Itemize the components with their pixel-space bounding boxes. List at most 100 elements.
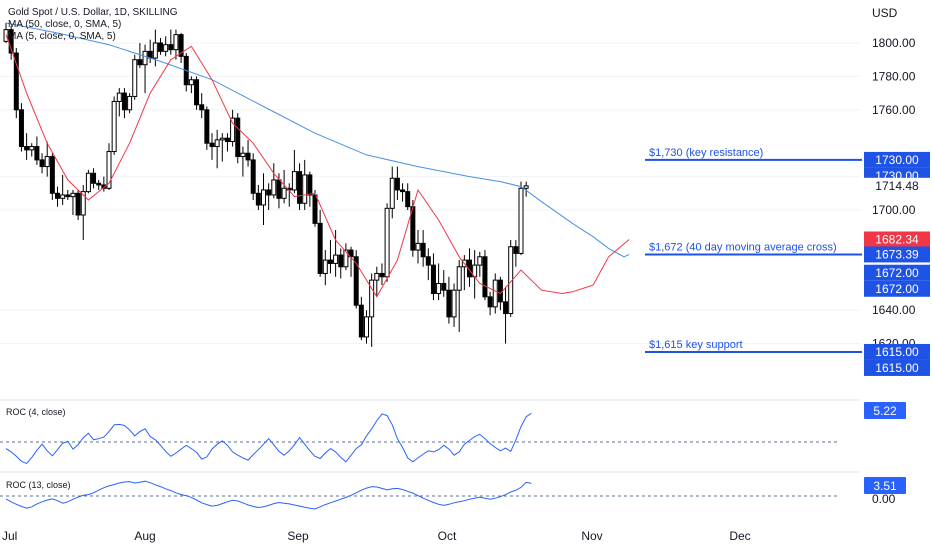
- candle: [13, 48, 19, 119]
- price-axis[interactable]: USD 1800.001780.001760.001720.001700.001…: [864, 6, 930, 376]
- candle: [152, 29, 158, 67]
- candle: [430, 253, 436, 301]
- candle: [425, 248, 431, 281]
- candle-body: [327, 259, 333, 264]
- candle: [503, 286, 509, 344]
- candle-body: [487, 296, 493, 308]
- candle: [523, 181, 529, 197]
- ma5-legend: MA (5, close, 0, SMA, 5): [8, 31, 116, 42]
- candle-body: [348, 249, 354, 258]
- candle-body: [430, 264, 436, 294]
- roc13-zero-tick: 0.00: [872, 492, 896, 506]
- candle: [194, 76, 200, 110]
- price-badge-text: 1673.39: [875, 247, 919, 261]
- candle-body: [65, 194, 71, 198]
- time-axis-label: Jul: [2, 529, 17, 543]
- candle: [394, 166, 400, 200]
- candle-body: [96, 182, 102, 186]
- candle: [348, 246, 354, 277]
- ma50-line: [5, 22, 630, 258]
- roc13-pane[interactable]: ROC (13, close) 3.51 0.00: [0, 477, 906, 510]
- annotation-text: $1,615 key support: [649, 339, 743, 351]
- candle-body: [224, 137, 230, 143]
- candle-body: [55, 192, 60, 199]
- candle-body: [132, 59, 138, 97]
- candle-body: [425, 256, 431, 266]
- candle: [513, 240, 519, 267]
- candle: [312, 189, 318, 227]
- price-badge-bg: [864, 151, 930, 168]
- candle: [317, 210, 323, 277]
- candle-body: [121, 92, 127, 111]
- grid-layer: [0, 42, 860, 345]
- candle-body: [266, 189, 272, 196]
- candle: [286, 183, 292, 207]
- candle: [291, 149, 297, 194]
- candle: [60, 174, 66, 205]
- candle-body: [168, 44, 174, 51]
- price-badge: 1714.48: [864, 177, 930, 194]
- candle-body: [152, 42, 158, 59]
- candle: [178, 32, 184, 64]
- candle-body: [477, 256, 483, 266]
- candle-body: [44, 156, 50, 168]
- annotation[interactable]: $1,730 (key resistance): [645, 147, 862, 161]
- candle-body: [240, 152, 246, 158]
- time-axis[interactable]: Jul Aug Sep Oct Nov Dec: [2, 529, 751, 543]
- chart-legend: Gold Spot / U.S. Dollar, 1D, SKILLING MA…: [8, 7, 178, 42]
- candle: [163, 36, 169, 57]
- candle-body: [441, 282, 447, 291]
- candle: [188, 76, 194, 94]
- candle: [116, 88, 122, 117]
- candle-body: [333, 254, 339, 264]
- candle-body: [34, 146, 40, 161]
- candle-body: [178, 34, 184, 57]
- candle-body: [513, 246, 519, 254]
- roc4-value-text: 5.22: [873, 404, 897, 418]
- candle-body: [142, 50, 148, 66]
- candle-body: [467, 259, 472, 278]
- candles: [3, 22, 529, 347]
- candle-body: [389, 177, 395, 209]
- price-badge-text: 1714.48: [875, 179, 919, 193]
- candle: [446, 276, 452, 324]
- roc13-value-text: 3.51: [873, 479, 897, 493]
- candle: [250, 153, 256, 200]
- ma50-legend: MA (50, close, 0, SMA, 5): [8, 19, 121, 30]
- candle: [482, 250, 488, 301]
- candle: [80, 184, 86, 241]
- roc4-pane[interactable]: ROC (4, close) 5.22: [0, 402, 906, 464]
- candle: [461, 255, 467, 291]
- candle-body: [436, 282, 442, 295]
- candle-body: [497, 279, 503, 303]
- candle-body: [101, 184, 107, 189]
- candle: [487, 291, 493, 316]
- candle-body: [338, 254, 344, 268]
- annotation[interactable]: $1,672 (40 day moving average cross): [645, 241, 862, 256]
- candle: [65, 189, 71, 200]
- candle: [8, 26, 14, 60]
- candle-body: [60, 194, 66, 199]
- candle-body: [127, 95, 133, 111]
- price-badge-text: 1730.00: [875, 153, 919, 167]
- candle-body: [420, 242, 426, 258]
- price-badge-bg: [864, 231, 930, 248]
- candle: [18, 103, 24, 152]
- candle-body: [29, 146, 35, 151]
- candle: [111, 96, 117, 155]
- annotations[interactable]: $1,730 (key resistance) $1,672 (40 day mo…: [645, 147, 862, 353]
- annotation[interactable]: $1,615 key support: [645, 339, 862, 353]
- price-pane[interactable]: $1,730 (key resistance) $1,672 (40 day mo…: [0, 22, 862, 353]
- candle-body: [219, 137, 225, 141]
- candle-body: [379, 272, 385, 278]
- candle-body: [317, 222, 323, 274]
- candle-body: [214, 139, 220, 148]
- price-badge: 1615.00: [864, 359, 930, 376]
- candle: [358, 296, 364, 341]
- candle-body: [137, 59, 143, 66]
- candle: [436, 263, 442, 301]
- candle: [467, 248, 472, 287]
- candle-body: [255, 192, 261, 206]
